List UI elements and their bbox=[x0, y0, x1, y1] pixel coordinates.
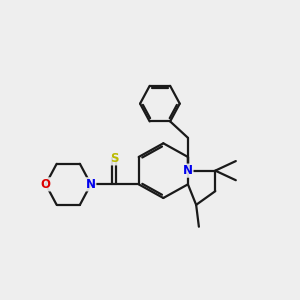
Text: O: O bbox=[41, 178, 51, 191]
Text: S: S bbox=[110, 152, 118, 165]
Text: N: N bbox=[183, 164, 193, 177]
Text: N: N bbox=[86, 178, 96, 191]
